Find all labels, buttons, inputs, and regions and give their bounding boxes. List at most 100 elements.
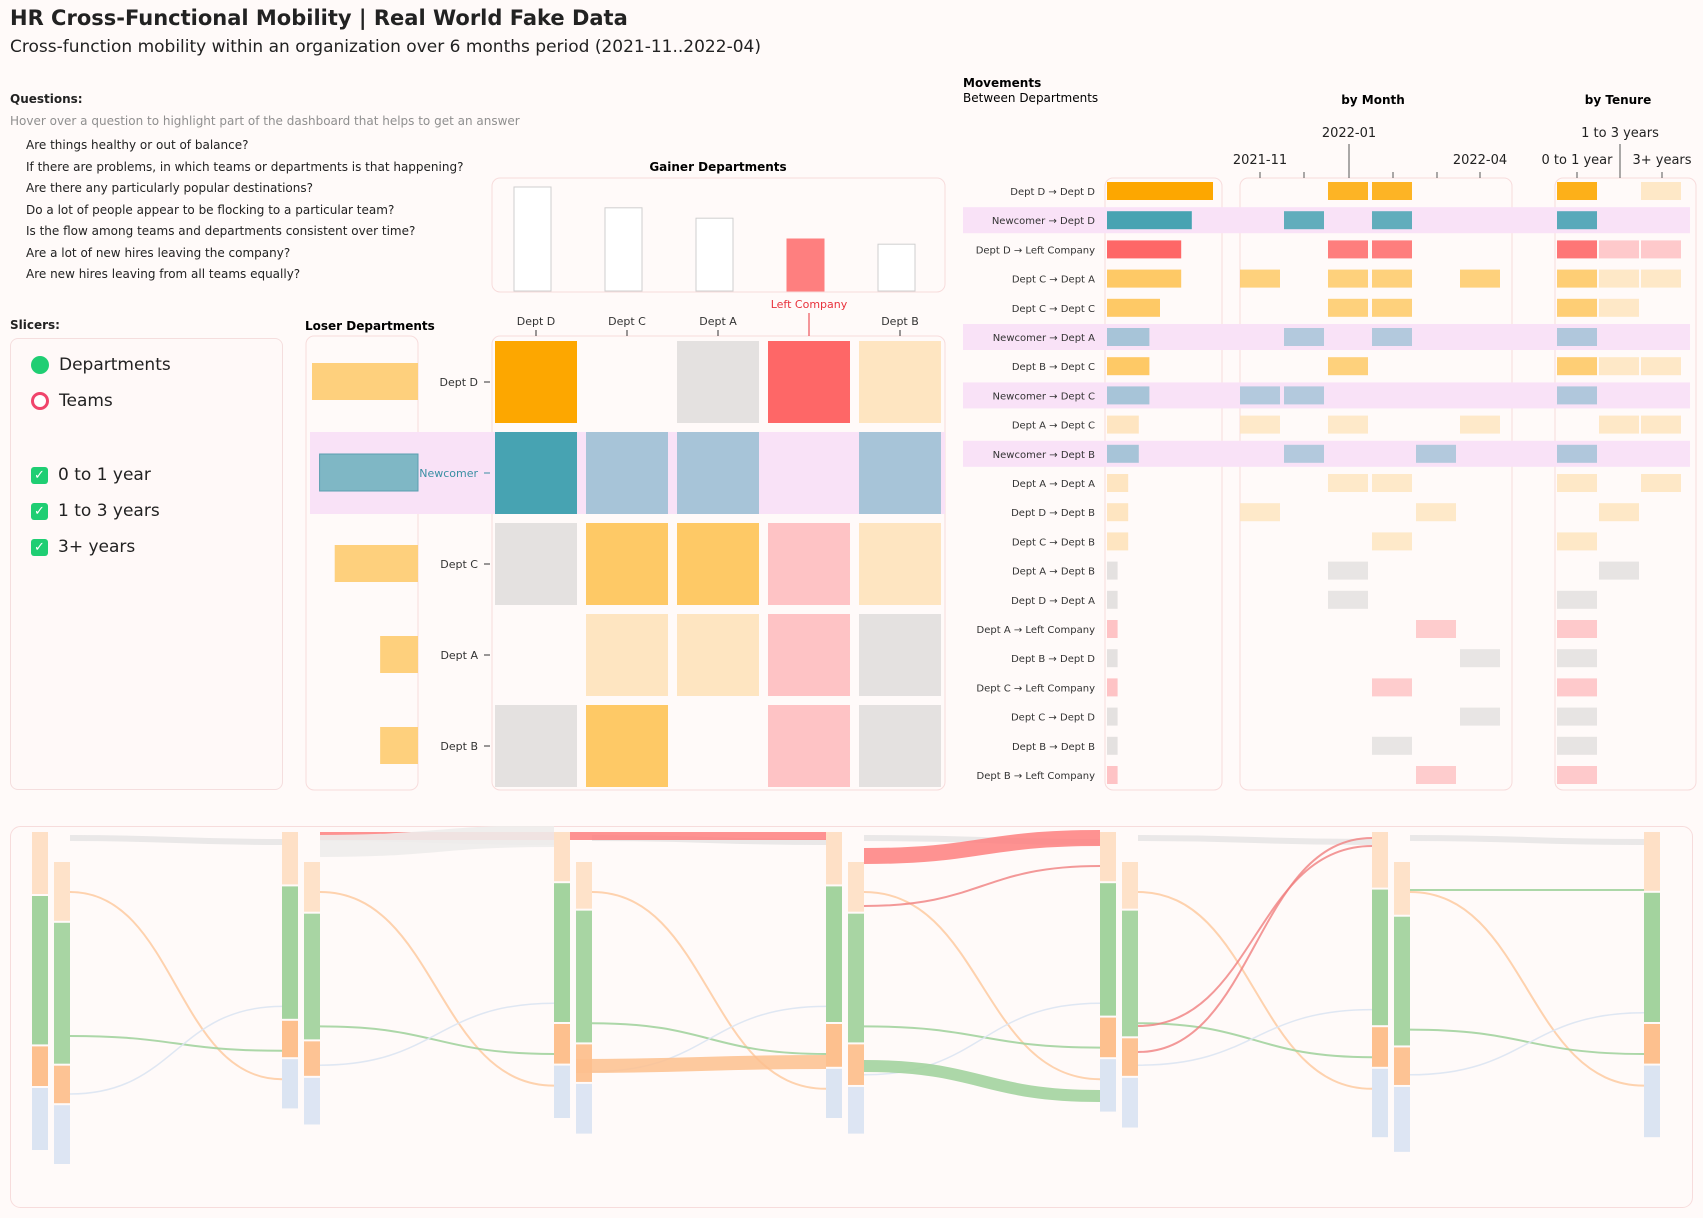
question-item[interactable]: If there are problems, in which teams or… xyxy=(26,159,464,174)
slicer-mode-label: Departments xyxy=(59,355,171,375)
slicer-tenure-3plus[interactable]: ✓ 3+ years xyxy=(31,537,135,557)
month-cell xyxy=(1372,269,1412,288)
sankey-node xyxy=(304,913,320,1040)
sankey-link xyxy=(863,830,1101,864)
tenure-cell xyxy=(1557,328,1597,346)
matrix-cell xyxy=(677,341,759,423)
sankey-node xyxy=(848,1086,864,1134)
sankey-node xyxy=(576,862,592,909)
sankey-link xyxy=(1137,1022,1373,1059)
sankey-node xyxy=(282,832,298,885)
tenure-cell xyxy=(1599,357,1639,376)
tenure-cell xyxy=(1557,298,1597,317)
loser-bars xyxy=(312,363,419,764)
question-item[interactable]: Are new hires leaving from all teams equ… xyxy=(26,267,301,281)
movement-bars xyxy=(1107,182,1213,784)
sankey-node xyxy=(1394,916,1410,1046)
sankey-node xyxy=(1394,1086,1410,1152)
sankey-nodes xyxy=(32,832,1660,1164)
gainer-column-label: Dept D xyxy=(517,315,556,328)
movement-bar xyxy=(1107,736,1118,755)
matrix-row-label: Dept C xyxy=(440,558,478,571)
question-item[interactable]: Are things healthy or out of balance? xyxy=(26,138,249,152)
month-cell xyxy=(1328,182,1368,200)
month-tick-label: 2022-01 xyxy=(1322,126,1376,141)
sankey-node xyxy=(54,1105,70,1164)
movement-bar xyxy=(1107,678,1118,697)
loser-title: Loser Departments xyxy=(305,319,435,333)
month-cell xyxy=(1284,211,1324,230)
question-item[interactable]: Are a lot of new hires leaving the compa… xyxy=(26,245,291,260)
movement-bar xyxy=(1107,766,1118,784)
slicer-tenure-0-1[interactable]: ✓ 0 to 1 year xyxy=(31,465,151,485)
slicer-tenure-1-3[interactable]: ✓ 1 to 3 years xyxy=(31,501,160,521)
tenure-cell xyxy=(1557,386,1597,405)
sankey-link xyxy=(863,1060,1101,1102)
month-cell xyxy=(1416,766,1456,784)
tenure-cell xyxy=(1557,707,1597,726)
month-cell xyxy=(1416,503,1456,522)
question-item[interactable]: Are there any particularly popular desti… xyxy=(26,181,314,195)
sankey-node xyxy=(304,1077,320,1125)
movement-bar xyxy=(1107,620,1118,638)
page-subtitle: Cross-function mobility within an organi… xyxy=(10,37,761,57)
movement-row-label: Dept B → Left Company xyxy=(977,771,1096,782)
month-cell xyxy=(1240,269,1280,288)
month-cell xyxy=(1328,269,1368,288)
checkbox-checked-icon: ✓ xyxy=(31,502,48,520)
slicers-heading: Slicers: xyxy=(10,318,60,332)
tenure-tick-label: 0 to 1 year xyxy=(1542,153,1614,168)
movement-row-label: Dept C → Dept D xyxy=(1011,713,1095,724)
sankey-link xyxy=(69,891,283,1081)
sankey-link xyxy=(1409,1012,1645,1076)
matrix-cell xyxy=(677,523,759,605)
gainer-bar xyxy=(786,238,825,292)
tenure-cell xyxy=(1641,269,1681,288)
month-tick-label: 2021-11 xyxy=(1233,153,1287,168)
sankey-node xyxy=(848,1044,864,1085)
movement-bar xyxy=(1107,357,1150,376)
gainer-title: Gainer Departments xyxy=(649,160,786,174)
tenure-cell xyxy=(1557,474,1597,492)
matrix-cell xyxy=(859,523,941,605)
month-cell xyxy=(1328,298,1368,317)
tenure-cell xyxy=(1557,444,1597,463)
loser-bar xyxy=(312,363,418,400)
sankey-node xyxy=(304,862,320,912)
tenure-cell xyxy=(1599,415,1639,434)
matrix-cell xyxy=(677,614,759,696)
sankey-node xyxy=(282,1059,298,1109)
sankey-node xyxy=(1122,1077,1138,1128)
matrix-cell xyxy=(495,341,577,423)
sankey-node xyxy=(1644,892,1660,1022)
slicer-mode-departments[interactable]: Departments xyxy=(31,355,171,375)
sankey-links xyxy=(69,826,1645,1102)
checkbox-checked-icon: ✓ xyxy=(31,538,48,556)
gainer-column-labels: Dept D Dept C Dept A Left Company Dept B xyxy=(517,298,919,336)
sankey-node xyxy=(554,1065,570,1118)
month-cell xyxy=(1372,298,1412,317)
checkbox-checked-icon: ✓ xyxy=(31,466,48,484)
tenure-cell xyxy=(1641,357,1681,376)
matrix-cell xyxy=(586,523,668,605)
movement-bar xyxy=(1107,182,1213,200)
matrix-cell xyxy=(859,705,941,787)
month-cell xyxy=(1284,328,1324,346)
month-cell xyxy=(1328,561,1368,580)
sankey-node xyxy=(576,1044,592,1082)
sankey-node xyxy=(576,1083,592,1134)
movement-row-label: Dept B → Dept C xyxy=(1012,362,1095,373)
tenure-cell xyxy=(1599,298,1639,317)
tenure-cell xyxy=(1557,211,1597,230)
question-item[interactable]: Do a lot of people appear to be flocking… xyxy=(26,202,395,217)
question-item[interactable]: Is the flow among teams and departments … xyxy=(26,224,416,238)
sankey-link xyxy=(1409,1028,1645,1055)
slicer-tenure-label: 1 to 3 years xyxy=(58,501,160,521)
movement-bar xyxy=(1107,240,1182,259)
tenure-cell xyxy=(1557,678,1597,697)
movement-bar xyxy=(1107,328,1150,346)
matrix-cell xyxy=(768,341,850,423)
slicer-mode-teams[interactable]: Teams xyxy=(31,391,113,411)
movements-chart: Movements Between Departments by Month b… xyxy=(963,76,1697,791)
sankey-node xyxy=(848,913,864,1043)
